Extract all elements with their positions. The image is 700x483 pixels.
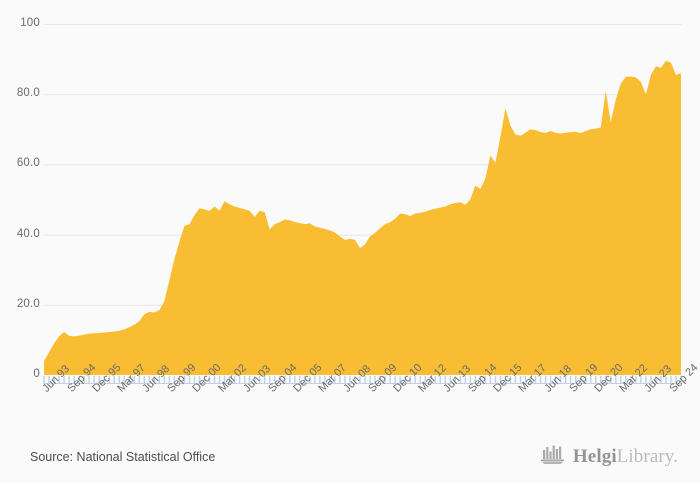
- y-axis-tick-label: 40.0: [16, 227, 40, 240]
- brand-name-light: Library.: [616, 445, 678, 467]
- helgi-library-logo[interactable]: HelgiLibrary.: [540, 443, 678, 470]
- y-axis-tick-label: 80.0: [16, 87, 40, 100]
- y-axis-labels: 100 80.0 60.0 40.0 20.0 0: [0, 0, 40, 483]
- y-axis-tick-label: 0: [33, 368, 40, 380]
- brand-name-strong: Helgi: [572, 445, 617, 467]
- y-axis-tick-label: 20.0: [16, 297, 40, 310]
- x-axis-ticks-group: [43, 376, 682, 384]
- library-bars-icon: [540, 443, 566, 470]
- brand-wordmark: HelgiLibrary.: [573, 446, 678, 468]
- y-axis-tick-label: 100: [20, 17, 40, 29]
- y-axis-tick-label: 60.0: [16, 157, 40, 170]
- source-note: Source: National Statistical Office: [30, 450, 216, 464]
- area-series-path: [44, 60, 681, 376]
